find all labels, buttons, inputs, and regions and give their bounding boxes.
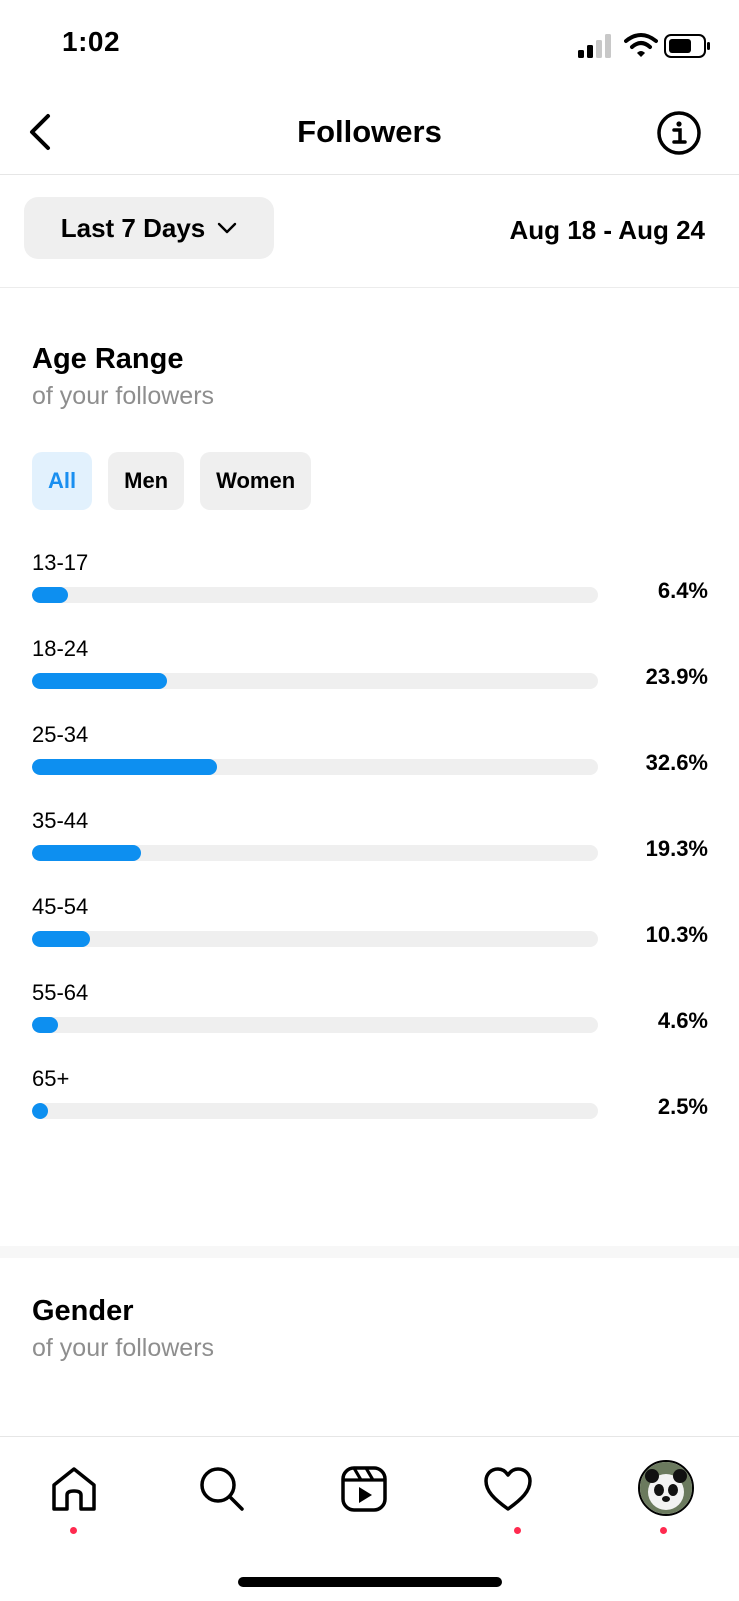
signal-icon xyxy=(578,34,611,58)
age-percentage: 2.5% xyxy=(657,1094,708,1119)
age-label: 35-44 xyxy=(32,808,89,833)
chip-all[interactable]: All xyxy=(32,452,93,510)
age-label: 55-64 xyxy=(32,980,89,1005)
age-bar-fill xyxy=(32,1017,59,1033)
period-dropdown[interactable]: Last 7 Days xyxy=(24,197,274,259)
age-percentage: 10.3% xyxy=(645,922,708,947)
age-percentage: 6.4% xyxy=(657,578,708,603)
period-label: Last 7 Days xyxy=(60,212,206,243)
age-row: 35-44 19.3% xyxy=(32,808,708,878)
age-row: 13-17 6.4% xyxy=(32,550,708,620)
page-title: Followers xyxy=(297,114,442,149)
gender-filter-chips: All Men Women xyxy=(32,452,312,510)
profile-avatar[interactable] xyxy=(638,1460,694,1516)
age-bar-track xyxy=(32,673,598,689)
battery-icon xyxy=(664,34,710,58)
gender-subtitle: of your followers xyxy=(32,1334,215,1362)
reels-icon[interactable] xyxy=(334,1459,394,1519)
age-bar-fill xyxy=(32,587,69,603)
age-range-title: Age Range xyxy=(32,343,184,375)
age-label: 25-34 xyxy=(32,722,89,747)
status-bar: 1:02 xyxy=(0,0,739,90)
age-bar-track xyxy=(32,845,598,861)
home-notification-dot xyxy=(70,1527,77,1534)
age-row: 55-64 4.6% xyxy=(32,980,708,1050)
age-label: 45-54 xyxy=(32,894,89,919)
activity-notification-dot xyxy=(514,1527,521,1534)
age-bar-fill xyxy=(32,845,142,861)
status-time: 1:02 xyxy=(62,26,121,57)
age-percentage: 4.6% xyxy=(657,1008,708,1033)
age-percentage: 32.6% xyxy=(645,750,708,775)
age-percentage: 23.9% xyxy=(645,664,708,689)
age-label: 18-24 xyxy=(32,636,89,661)
age-row: 65+ 2.5% xyxy=(32,1066,708,1136)
section-divider xyxy=(0,1246,739,1258)
header-bar: Followers xyxy=(0,90,739,175)
gender-title: Gender xyxy=(32,1295,134,1327)
age-bar-fill xyxy=(32,1103,48,1119)
date-range: Aug 18 - Aug 24 xyxy=(509,215,705,245)
age-bar-track xyxy=(32,587,598,603)
home-icon[interactable] xyxy=(44,1459,104,1519)
age-row: 45-54 10.3% xyxy=(32,894,708,964)
chevron-down-icon xyxy=(218,222,237,234)
age-bar-track xyxy=(32,1017,598,1033)
panda-avatar-image xyxy=(640,1462,692,1514)
chip-women[interactable]: Women xyxy=(200,452,312,510)
age-bar-track xyxy=(32,931,598,947)
search-icon[interactable] xyxy=(192,1459,252,1519)
filter-row: Last 7 Days Aug 18 - Aug 24 xyxy=(0,175,739,288)
age-percentage: 19.3% xyxy=(645,836,708,861)
age-range-subtitle: of your followers xyxy=(32,382,215,410)
age-bar-fill xyxy=(32,673,168,689)
back-arrow-icon[interactable] xyxy=(24,110,60,154)
age-bar-fill xyxy=(32,759,217,775)
age-row: 25-34 32.6% xyxy=(32,722,708,792)
age-bar-track xyxy=(32,759,598,775)
bottom-nav xyxy=(0,1436,739,1601)
age-bar-track xyxy=(32,1103,598,1119)
age-label: 13-17 xyxy=(32,550,89,575)
chip-men[interactable]: Men xyxy=(108,452,185,510)
profile-notification-dot xyxy=(660,1527,667,1534)
age-label: 65+ xyxy=(32,1066,70,1091)
home-indicator xyxy=(238,1577,502,1587)
heart-icon[interactable] xyxy=(478,1459,538,1519)
age-row: 18-24 23.9% xyxy=(32,636,708,706)
age-bar-fill xyxy=(32,931,91,947)
wifi-icon xyxy=(624,33,658,57)
info-icon[interactable] xyxy=(656,110,702,156)
